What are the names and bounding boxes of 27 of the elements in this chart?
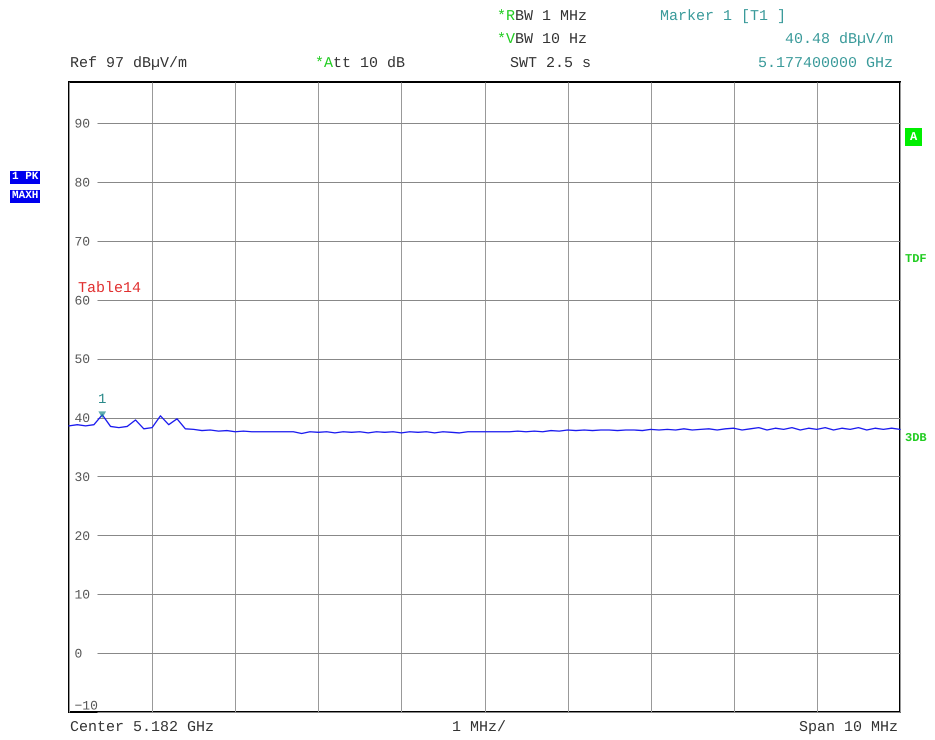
text: 40.48 dBµV/m bbox=[784, 31, 893, 49]
y-tick-label: 0 bbox=[74, 646, 82, 662]
y-tick-label: 50 bbox=[74, 352, 90, 368]
y-tick-label: 80 bbox=[74, 176, 90, 191]
y-tick-label: 20 bbox=[74, 528, 90, 544]
text: MAXH bbox=[10, 190, 40, 203]
text: Marker 1 [T1 ] bbox=[660, 8, 786, 26]
y-tick-label: 40 bbox=[74, 411, 90, 426]
y-tick-label: 90 bbox=[74, 116, 90, 132]
text: Center 5.182 GHz bbox=[70, 719, 214, 737]
text: 1 MHz/ bbox=[452, 719, 506, 737]
text: SWT 2.5 s bbox=[510, 55, 592, 73]
y-tick-label: 30 bbox=[74, 470, 90, 485]
text: 5.177400000 GHz bbox=[758, 55, 893, 73]
text: *Att 10 dB bbox=[315, 55, 406, 73]
text: *VBW 10 Hz bbox=[497, 31, 588, 49]
text: Span 10 MHz bbox=[798, 719, 898, 737]
text: 1 PK bbox=[10, 171, 40, 184]
text: Ref 97 dBµV/m bbox=[70, 55, 188, 73]
y-tick-label: 70 bbox=[74, 234, 90, 250]
annotation: 1 bbox=[98, 392, 106, 408]
text: TDF bbox=[905, 251, 927, 268]
text: A bbox=[905, 128, 922, 146]
text: 3DB bbox=[905, 430, 927, 447]
y-tick-label: −10 bbox=[74, 698, 98, 714]
y-tick-label: 10 bbox=[74, 588, 90, 603]
text: *RBW 1 MHz bbox=[497, 8, 588, 26]
